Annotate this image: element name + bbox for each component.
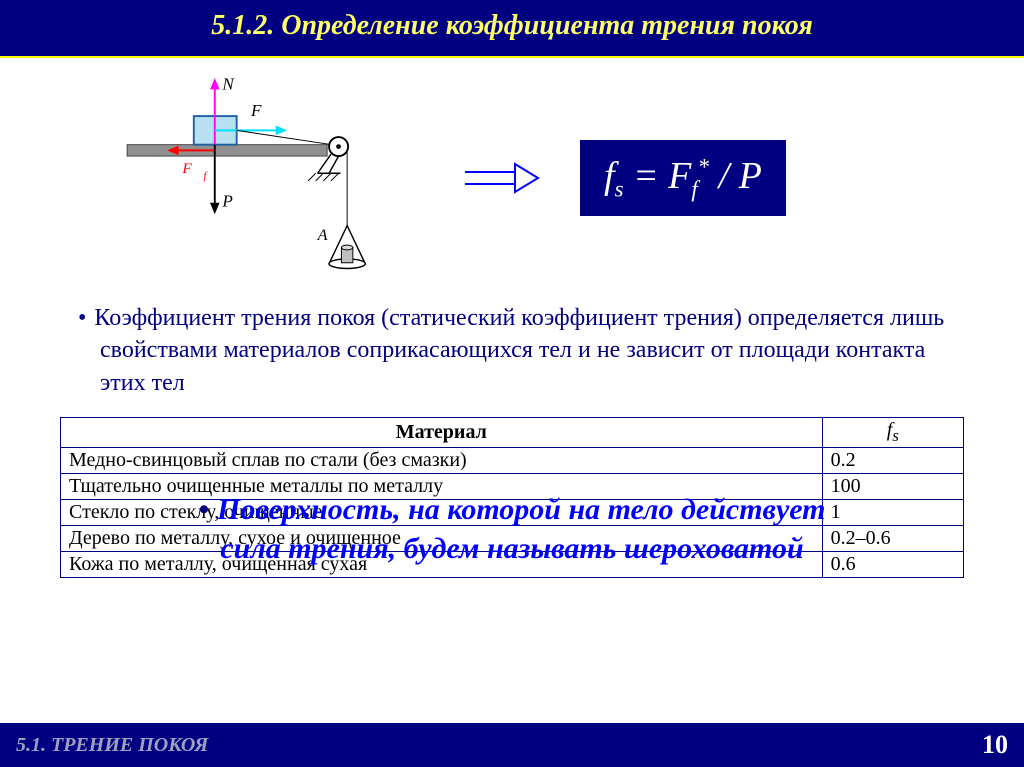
formula: fs = Ff* / P: [580, 140, 786, 217]
th-fs: fs: [822, 418, 963, 448]
formula-text: fs = Ff* / P: [604, 155, 762, 197]
page-number: 10: [982, 730, 1008, 760]
svg-text:P⃗: P⃗: [221, 192, 246, 211]
bullet-content: Коэффициент трения покоя (статический ко…: [94, 305, 944, 396]
bullet-text: •Коэффициент трения покоя (статический к…: [60, 302, 964, 399]
slide-title: 5.1.2. Определение коэффициента трения п…: [0, 0, 1024, 58]
svg-text:A: A: [317, 226, 328, 244]
table-header-row: Материал fs: [61, 418, 964, 448]
svg-text:F⃗: F⃗: [250, 101, 275, 120]
footer-section: 5.1. ТРЕНИЕ ПОКОЯ: [16, 734, 208, 757]
table-row: Дерево по металлу, сухое и очищенное0.2–…: [61, 526, 964, 552]
implies-arrow-icon: [460, 158, 540, 198]
physics-diagram: N⃗ F⃗ F⃗f P⃗: [120, 78, 420, 278]
diagram-row: N⃗ F⃗ F⃗f P⃗: [120, 78, 964, 278]
th-material: Материал: [61, 418, 823, 448]
main-content: N⃗ F⃗ F⃗f P⃗: [0, 58, 1024, 578]
svg-text:N⃗: N⃗: [221, 78, 247, 93]
footer: 5.1. ТРЕНИЕ ПОКОЯ 10: [0, 723, 1024, 767]
table-row: Тщательно очищенные металлы по металлу10…: [61, 474, 964, 500]
table-row: Медно-свинцовый сплав по стали (без смаз…: [61, 448, 964, 474]
materials-table: Материал fs Медно-свинцовый сплав по ста…: [60, 417, 964, 578]
bullet-dot-icon: •: [78, 305, 94, 331]
svg-text:F⃗f: F⃗f: [181, 160, 208, 182]
table-row: Стекло по стеклу, очищенные1: [61, 500, 964, 526]
table-row: Кожа по металлу, очищенная сухая0.6: [61, 552, 964, 578]
